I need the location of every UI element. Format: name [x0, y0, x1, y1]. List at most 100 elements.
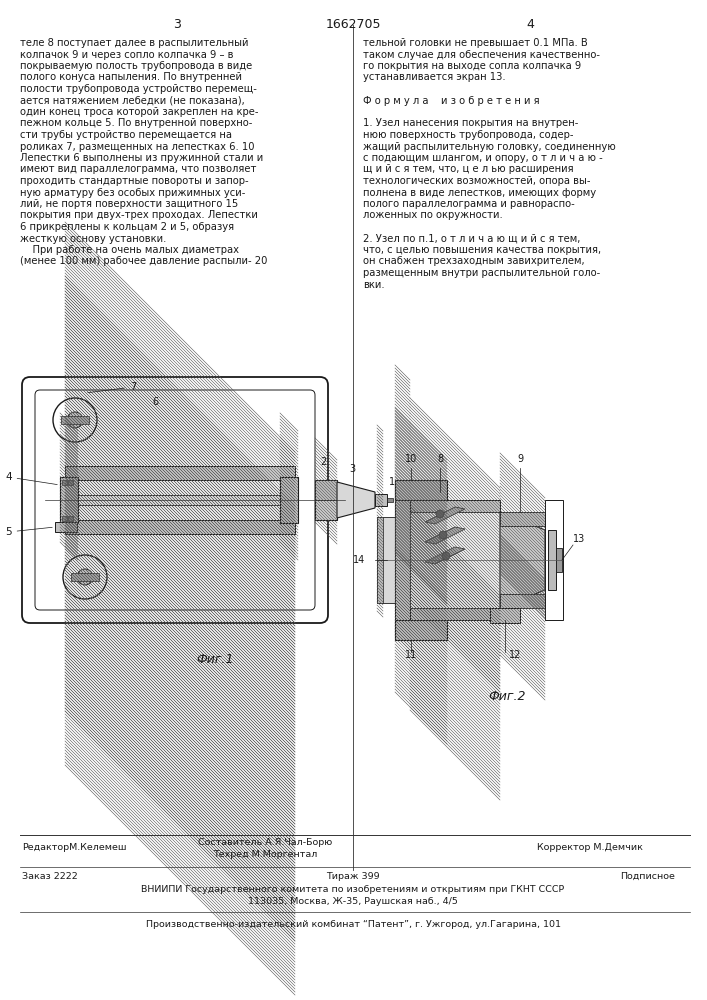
Bar [75, 495, 285, 505]
Text: 4: 4 [5, 472, 57, 485]
Bar [410, 608, 500, 620]
Text: 4: 4 [526, 18, 534, 31]
Text: полнена в виде лепестков, имеющих форму: полнена в виде лепестков, имеющих форму [363, 188, 596, 198]
Text: жащий распылительную головку, соединенную: жащий распылительную головку, соединенну… [363, 141, 616, 151]
Text: Корректор М.Демчик: Корректор М.Демчик [537, 843, 643, 852]
Text: 7: 7 [88, 382, 136, 393]
Bar [500, 594, 545, 608]
Text: 12: 12 [509, 650, 521, 660]
Bar [500, 512, 545, 526]
Text: проходить стандартные повороты и запор-: проходить стандартные повороты и запор- [20, 176, 249, 186]
Text: жесткую основу установки.: жесткую основу установки. [20, 233, 166, 243]
Text: ается натяжением лебедки (не показана),: ается натяжением лебедки (не показана), [20, 96, 245, 105]
Polygon shape [337, 482, 375, 518]
Text: вки.: вки. [363, 279, 385, 290]
Text: 3: 3 [173, 18, 181, 31]
Text: таком случае для обеспечения качественно-: таком случае для обеспечения качественно… [363, 49, 600, 60]
Bar [375, 494, 387, 506]
Text: Заказ 2222: Заказ 2222 [22, 872, 78, 881]
Bar [410, 512, 500, 608]
Text: что, с целью повышения качества покрытия,: что, с целью повышения качества покрытия… [363, 245, 601, 255]
Text: Фиг.1: Фиг.1 [197, 653, 234, 666]
Bar [62, 516, 67, 521]
Text: (менее 100 мм) рабочее давление распыли- 20: (менее 100 мм) рабочее давление распыли-… [20, 256, 267, 266]
Text: 2. Узел по п.1, о т л и ч а ю щ и й с я тем,: 2. Узел по п.1, о т л и ч а ю щ и й с я … [363, 233, 580, 243]
Bar [65, 520, 295, 534]
Bar [280, 477, 298, 523]
Bar [410, 500, 500, 512]
Text: покрытия при двух-трех проходах. Лепестки: покрытия при двух-трех проходах. Лепестк… [20, 211, 258, 221]
Bar [60, 477, 78, 523]
Text: При работе на очень малых диаметрах: При работе на очень малых диаметрах [20, 245, 239, 255]
Text: технологических возможностей, опора вы-: технологических возможностей, опора вы- [363, 176, 590, 186]
Text: РедакторМ.Келемеш: РедакторМ.Келемеш [22, 843, 127, 852]
Bar [71, 573, 99, 581]
Bar [68, 480, 73, 485]
Text: 3: 3 [349, 464, 355, 474]
Bar [556, 548, 562, 572]
Text: 1. Узел нанесения покрытия на внутрен-: 1. Узел нанесения покрытия на внутрен- [363, 118, 578, 128]
Text: нюю поверхность трубопровода, содер-: нюю поверхность трубопровода, содер- [363, 130, 573, 140]
Bar [377, 517, 395, 603]
Text: 2: 2 [320, 457, 326, 467]
Circle shape [67, 412, 83, 428]
Text: 5: 5 [5, 527, 52, 537]
Text: 6 прикреплены к кольцам 2 и 5, образуя: 6 прикреплены к кольцам 2 и 5, образуя [20, 222, 234, 232]
Text: тельной головки не превышает 0.1 МПа. В: тельной головки не превышает 0.1 МПа. В [363, 38, 588, 48]
Text: с подающим шлангом, и опору, о т л и ч а ю -: с подающим шлангом, и опору, о т л и ч а… [363, 153, 603, 163]
Bar [387, 498, 393, 502]
Circle shape [436, 510, 444, 518]
Text: колпачок 9 и через сопло колпачка 9 – в: колпачок 9 и через сопло колпачка 9 – в [20, 49, 233, 60]
Text: ную арматуру без особых прижимных уси-: ную арматуру без особых прижимных уси- [20, 188, 245, 198]
Text: покрываемую полость трубопровода в виде: покрываемую полость трубопровода в виде [20, 61, 252, 71]
Text: Составитель А.Я.Чал-Борю: Составитель А.Я.Чал-Борю [198, 838, 332, 847]
Text: сти трубы устройство перемещается на: сти трубы устройство перемещается на [20, 130, 232, 140]
Bar [395, 500, 410, 620]
Bar [490, 608, 520, 623]
Circle shape [77, 569, 93, 585]
Polygon shape [500, 512, 545, 608]
Text: 9: 9 [517, 454, 523, 464]
Text: ложенных по окружности.: ложенных по окружности. [363, 211, 503, 221]
Text: 113035, Москва, Ж-35, Раушская наб., 4/5: 113035, Москва, Ж-35, Раушская наб., 4/5 [248, 897, 458, 906]
Polygon shape [425, 507, 465, 524]
Text: 14: 14 [353, 555, 365, 565]
Text: Производственно-издательский комбинат “Патент”, г. Ужгород, ул.Гагарина, 101: Производственно-издательский комбинат “П… [146, 920, 561, 929]
Bar [61, 416, 89, 424]
Text: имеют вид параллелограмма, что позволяет: имеют вид параллелограмма, что позволяет [20, 164, 257, 174]
Text: пежном кольце 5. По внутренной поверхно-: пежном кольце 5. По внутренной поверхно- [20, 118, 252, 128]
Bar [55, 522, 77, 532]
Text: размещенным внутри распылительной голо-: размещенным внутри распылительной голо- [363, 268, 600, 278]
Bar [395, 480, 447, 500]
Text: Ф о р м у л а    и з о б р е т е н и я: Ф о р м у л а и з о б р е т е н и я [363, 96, 539, 105]
Bar [315, 480, 337, 520]
Bar [548, 530, 556, 590]
Text: Техред М.Моргентал: Техред М.Моргентал [213, 850, 317, 859]
Text: ВНИИПИ Государственного комитета по изобретениям и открытиям при ГКНТ СССР: ВНИИПИ Государственного комитета по изоб… [141, 885, 565, 894]
Text: Тираж 399: Тираж 399 [326, 872, 380, 881]
Circle shape [439, 531, 447, 539]
Text: Фиг.2: Фиг.2 [489, 690, 526, 703]
Bar [377, 517, 383, 603]
Text: полости трубопровода устройство перемещ-: полости трубопровода устройство перемещ- [20, 84, 257, 94]
Text: полого конуса напыления. По внутренней: полого конуса напыления. По внутренней [20, 73, 242, 83]
Text: 1662705: 1662705 [325, 18, 381, 31]
Polygon shape [425, 547, 465, 564]
Text: один конец троса которой закреплен на кре-: один конец троса которой закреплен на кр… [20, 107, 259, 117]
Circle shape [442, 552, 450, 560]
Text: го покрытия на выходе сопла колпачка 9: го покрытия на выходе сопла колпачка 9 [363, 61, 581, 71]
Text: он снабжен трехзаходным завихрителем,: он снабжен трехзаходным завихрителем, [363, 256, 585, 266]
Bar [68, 516, 73, 521]
Text: роликах 7, размещенных на лепестках 6. 10: роликах 7, размещенных на лепестках 6. 1… [20, 141, 255, 151]
Bar [315, 480, 337, 500]
Bar [65, 466, 295, 480]
Polygon shape [425, 527, 465, 544]
Text: 6: 6 [152, 397, 158, 407]
Text: Лепестки 6 выполнены из пружинной стали и: Лепестки 6 выполнены из пружинной стали … [20, 153, 263, 163]
Text: щ и й с я тем, что, ц е л ью расширения: щ и й с я тем, что, ц е л ью расширения [363, 164, 573, 174]
Text: 13: 13 [573, 534, 585, 544]
Text: теле 8 поступает далее в распылительный: теле 8 поступает далее в распылительный [20, 38, 248, 48]
Circle shape [63, 555, 107, 599]
Text: 1: 1 [389, 477, 395, 487]
Text: Подписное: Подписное [620, 872, 675, 881]
